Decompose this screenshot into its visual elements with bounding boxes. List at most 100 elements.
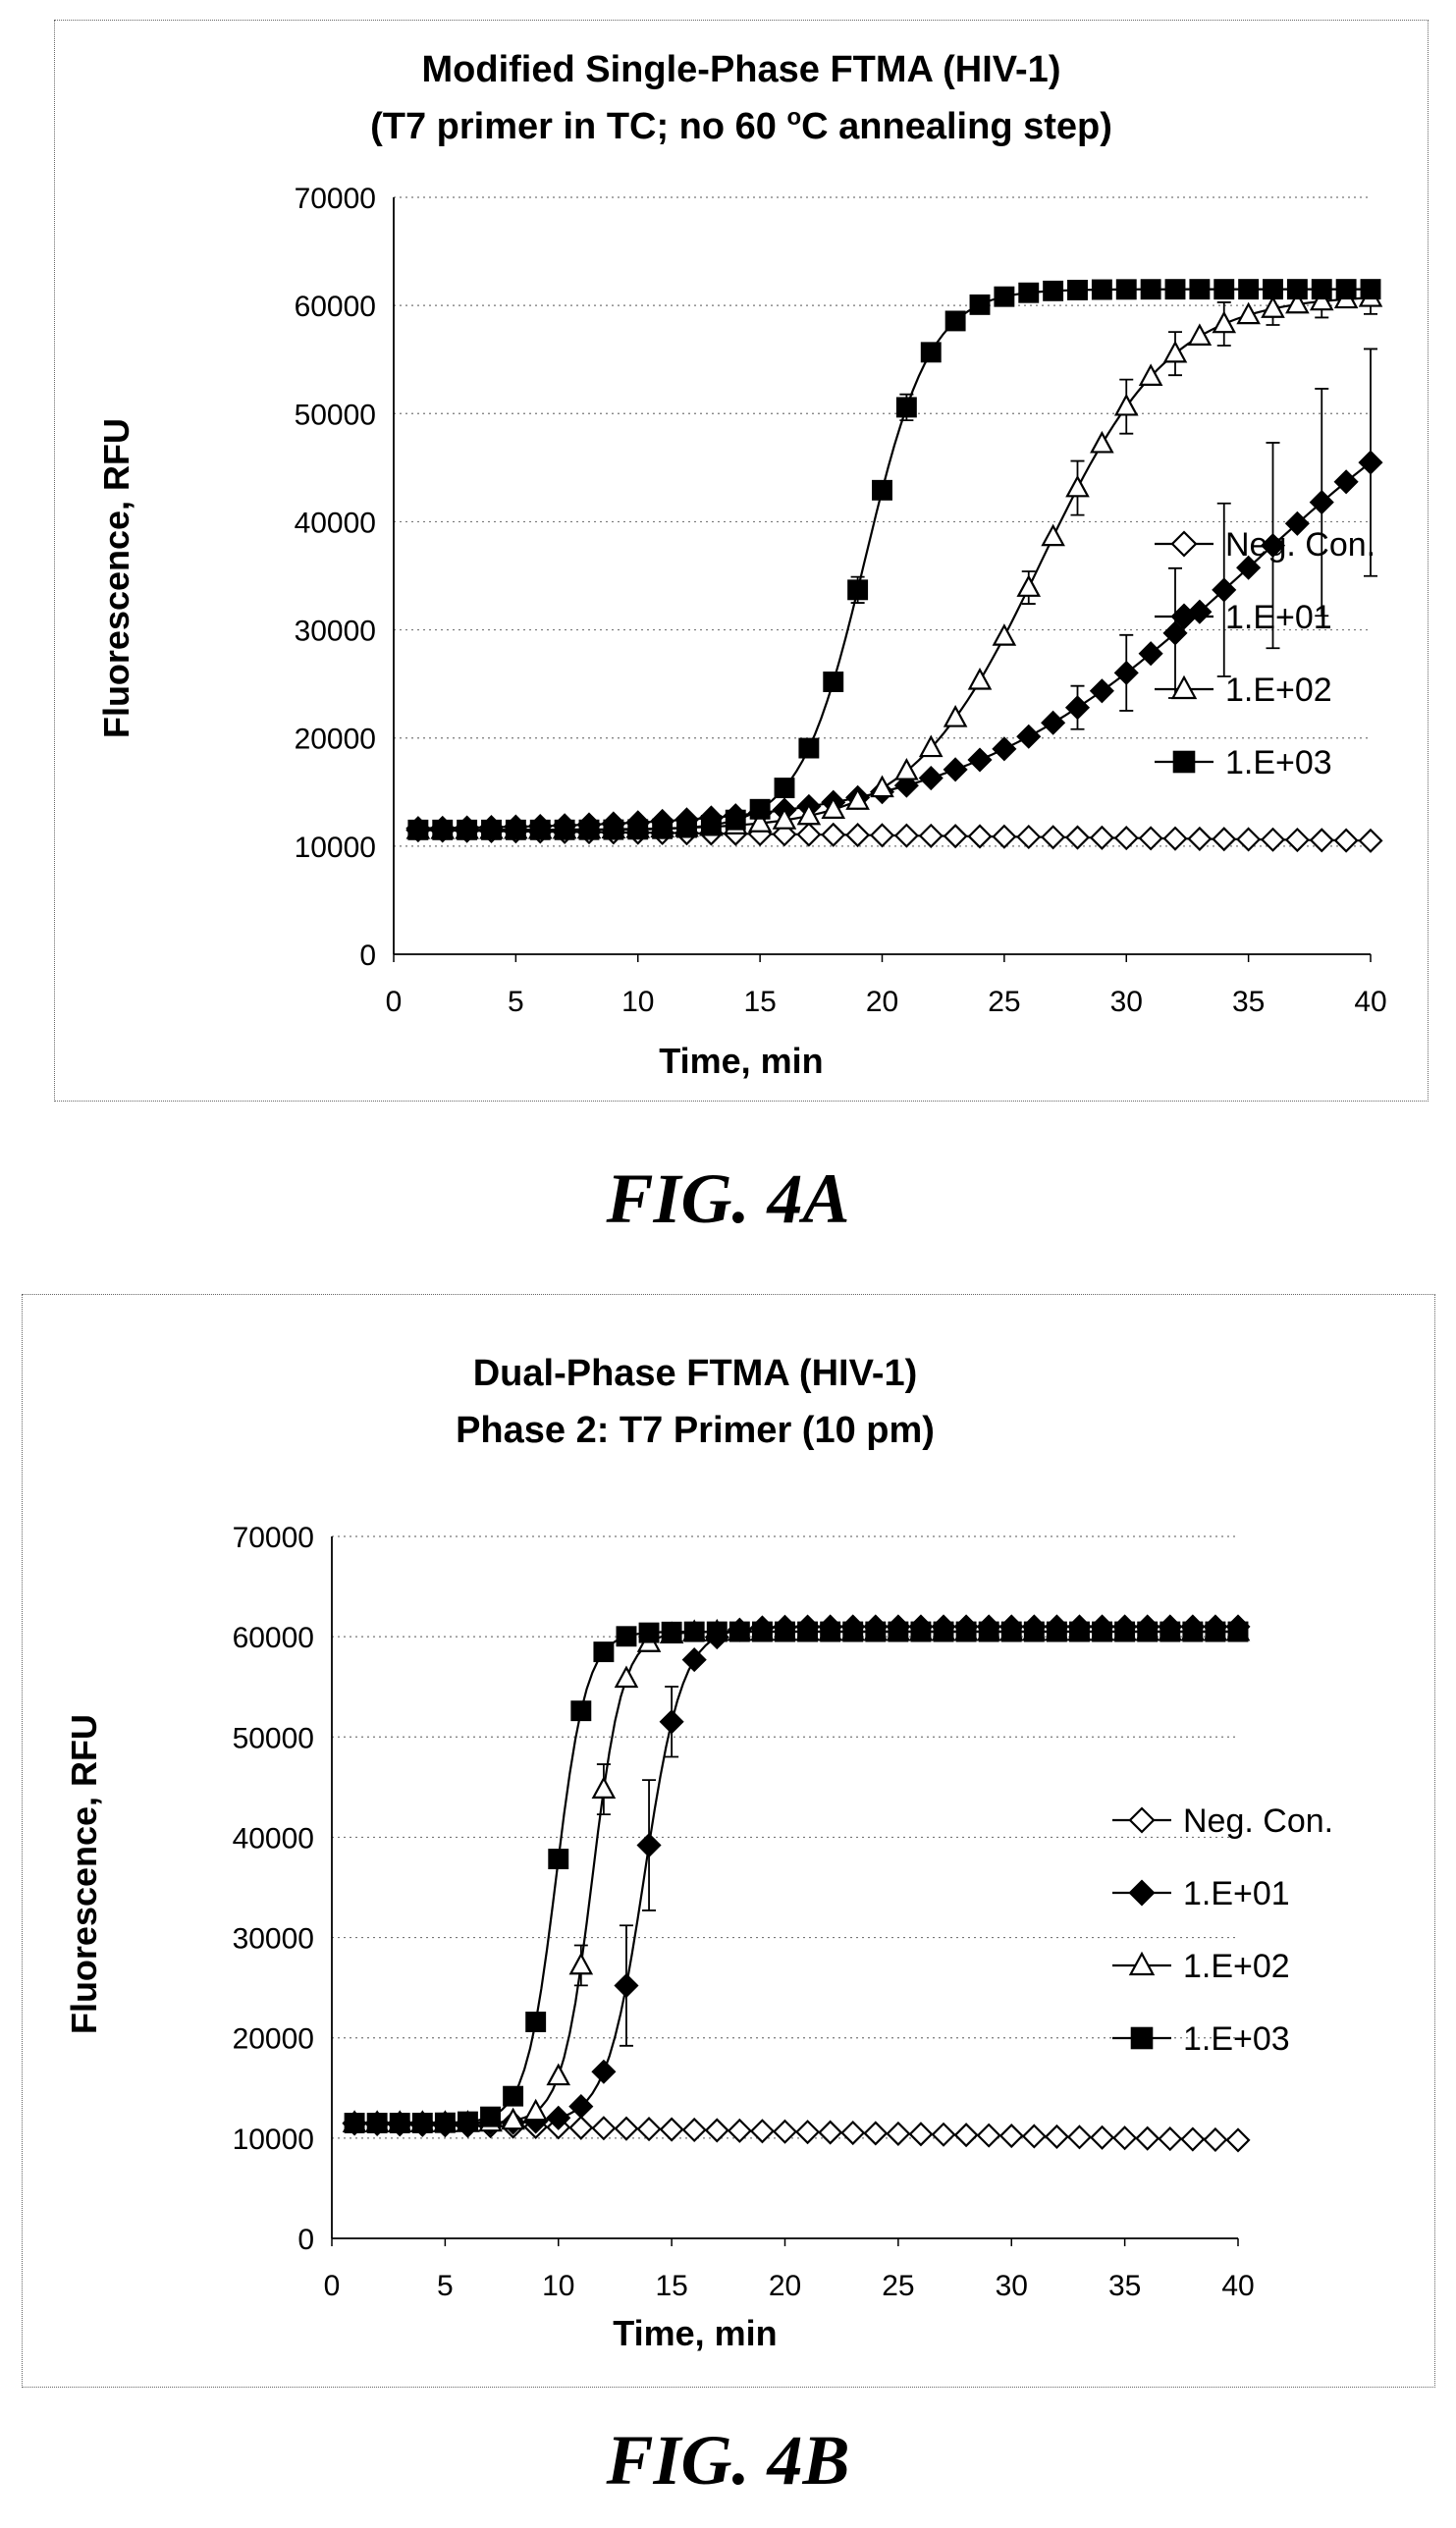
data-point xyxy=(1360,279,1381,300)
data-point xyxy=(546,2105,571,2130)
data-point xyxy=(1137,1621,1159,1642)
data-point xyxy=(1041,523,1065,547)
data-point xyxy=(603,819,624,840)
data-point xyxy=(821,822,846,847)
data-point xyxy=(955,1621,977,1642)
x-tick-label: 15 xyxy=(743,986,776,1018)
data-point xyxy=(503,2085,524,2107)
data-point xyxy=(1164,279,1186,300)
data-point xyxy=(869,823,895,848)
chart-a: Modified Single-Phase FTMA (HIV-1) (T7 p… xyxy=(96,49,1387,1081)
data-point xyxy=(967,824,993,849)
chart-panel-a: Modified Single-Phase FTMA (HIV-1) (T7 p… xyxy=(54,20,1429,1102)
data-point xyxy=(1114,1621,1136,1642)
data-point xyxy=(918,823,944,848)
x-tick-label: 40 xyxy=(1354,986,1386,1018)
data-point xyxy=(1138,826,1163,851)
data-point xyxy=(1309,288,1334,311)
series-1.E+01 xyxy=(342,1614,1251,2136)
data-point xyxy=(967,747,993,773)
data-point xyxy=(908,2122,934,2147)
data-point xyxy=(1212,577,1237,603)
x-tick-label: 25 xyxy=(988,986,1020,1018)
data-point xyxy=(591,1776,617,1799)
data-point xyxy=(1046,1621,1067,1642)
data-point xyxy=(969,294,991,315)
data-point xyxy=(546,2063,571,2086)
y-tick-label: 10000 xyxy=(233,2124,314,2156)
data-point xyxy=(1162,826,1188,851)
legend-item: 1.E+01 xyxy=(1112,1875,1290,1912)
data-point xyxy=(1067,279,1088,300)
data-point xyxy=(1227,1621,1249,1642)
y-tick-label: 50000 xyxy=(295,399,376,431)
legend-label: 1.E+01 xyxy=(1183,1875,1290,1912)
data-point xyxy=(1260,533,1286,559)
data-point xyxy=(796,802,822,826)
x-tick-label: 35 xyxy=(1232,986,1265,1018)
data-point xyxy=(1205,1621,1226,1642)
x-tick-label: 25 xyxy=(882,2270,914,2302)
data-point xyxy=(525,2012,547,2032)
legend-label: Neg. Con. xyxy=(1183,1802,1333,1840)
data-point xyxy=(845,787,870,810)
y-tick-label: 70000 xyxy=(233,1522,314,1554)
data-point xyxy=(1333,469,1359,495)
data-point xyxy=(994,286,1015,307)
legend-marker xyxy=(1170,674,1198,700)
data-point xyxy=(992,736,1017,762)
data-point xyxy=(529,819,551,840)
data-point xyxy=(616,1626,637,1647)
data-point xyxy=(636,2117,662,2142)
data-point xyxy=(659,1709,684,1735)
data-point xyxy=(772,2119,798,2144)
data-point xyxy=(661,1621,682,1642)
x-axis-label: Time, min xyxy=(613,2313,777,2353)
series-line xyxy=(417,288,1371,832)
data-point xyxy=(627,819,649,840)
data-point xyxy=(638,1622,660,1643)
data-point xyxy=(706,1621,728,1642)
x-tick-label: 20 xyxy=(866,986,898,1018)
data-point xyxy=(931,2122,956,2147)
data-point xyxy=(823,672,844,692)
data-point xyxy=(749,2119,775,2144)
data-point xyxy=(700,815,722,835)
legend-label: 1.E+03 xyxy=(1225,744,1332,781)
data-point xyxy=(548,1849,569,1870)
data-point xyxy=(1285,291,1310,314)
data-point xyxy=(1187,826,1213,851)
data-point xyxy=(1309,490,1334,515)
data-point xyxy=(845,823,871,848)
data-point xyxy=(523,2098,548,2122)
x-tick-label: 15 xyxy=(655,2270,687,2302)
legend-item: Neg. Con. xyxy=(1112,1802,1333,1840)
y-tick-label: 40000 xyxy=(295,507,376,539)
data-point xyxy=(1112,2125,1138,2151)
data-point xyxy=(366,2113,388,2133)
data-point xyxy=(614,2116,639,2141)
data-point xyxy=(1089,825,1114,850)
data-point xyxy=(976,2123,1001,2148)
legend-item: 1.E+03 xyxy=(1112,2020,1290,2058)
data-point xyxy=(1023,1621,1045,1642)
x-tick-label: 30 xyxy=(1110,986,1143,1018)
data-point xyxy=(434,2112,456,2133)
data-point xyxy=(1284,511,1310,536)
data-point xyxy=(1021,2124,1047,2149)
data-point xyxy=(1090,430,1114,454)
data-point xyxy=(578,819,600,840)
data-point xyxy=(568,2115,594,2140)
data-point xyxy=(683,1621,705,1642)
legend-label: 1.E+02 xyxy=(1225,672,1332,709)
series-line xyxy=(354,1630,1238,2125)
data-point xyxy=(998,2124,1024,2149)
data-point xyxy=(1225,2127,1251,2153)
legend-marker xyxy=(1170,603,1198,630)
y-tick-label: 60000 xyxy=(233,1622,314,1654)
data-point xyxy=(1236,555,1262,580)
data-point xyxy=(774,778,795,799)
legend-label: 1.E+02 xyxy=(1183,1948,1290,1985)
legend-marker xyxy=(1128,1879,1156,1907)
data-point xyxy=(636,1832,662,1858)
